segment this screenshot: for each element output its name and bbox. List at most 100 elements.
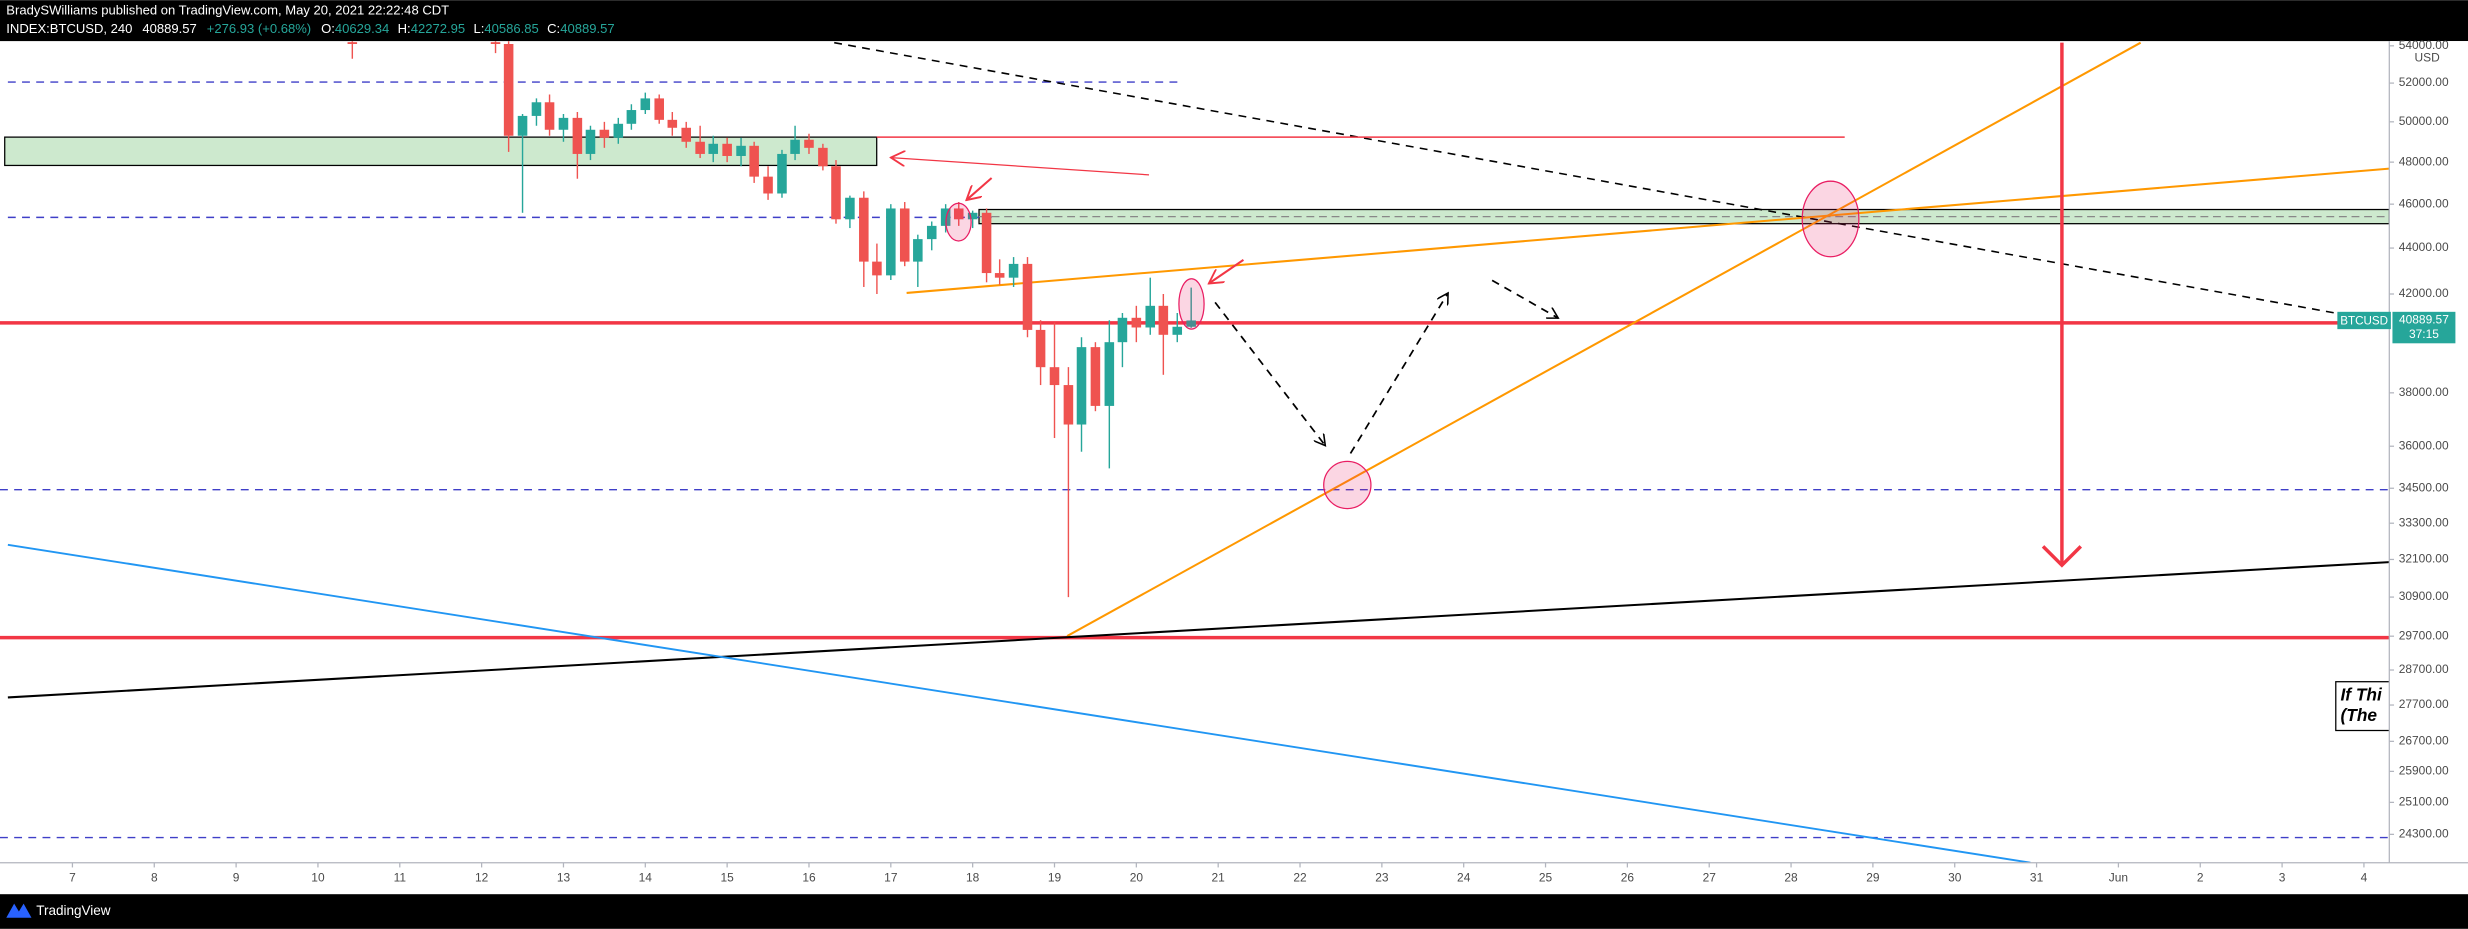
candle-body (818, 147, 828, 167)
x-tick-label: 12 (475, 871, 489, 885)
x-tick-label: 30 (1948, 871, 1962, 885)
x-tick-label: 9 (233, 871, 240, 885)
x-tick-label: 18 (966, 871, 980, 885)
change: +276.93 (+0.68%) (207, 22, 311, 37)
x-tick-label: 29 (1866, 871, 1880, 885)
candle-body (872, 261, 882, 276)
price-tag-price: 40889.57 (2399, 313, 2449, 327)
price-tag-symbol-bg (2337, 311, 2391, 330)
x-tick-label: 25 (1539, 871, 1553, 885)
candle-body (347, 42, 358, 44)
y-tick-label: 38000.00 (2399, 385, 2449, 399)
candle-body (1172, 326, 1183, 335)
ohlc-value: 40629.34 (335, 22, 389, 37)
y-tick-label: 52000.00 (2399, 75, 2449, 89)
candle-body (913, 239, 923, 262)
candle-body (531, 102, 542, 116)
x-tick-label: 14 (639, 871, 653, 885)
ohlc-label: L: (473, 22, 484, 37)
note-box (2335, 681, 2400, 732)
candle-body (1076, 347, 1087, 425)
y-tick-label: 54000.00 (2399, 38, 2449, 52)
candle-body (517, 115, 528, 136)
y-tick-label: 50000.00 (2399, 114, 2449, 128)
path-arrow (1349, 293, 1448, 454)
arrow (891, 158, 1150, 176)
candle-body (490, 42, 501, 44)
x-tick-label: 4 (2361, 871, 2368, 885)
candles (347, 41, 1196, 598)
y-tick-label: 46000.00 (2399, 196, 2449, 210)
price-axis (2389, 41, 2468, 895)
symbol: INDEX:BTCUSD, 240 (6, 22, 132, 37)
ohlc-label: H: (398, 22, 411, 37)
highlight (1323, 460, 1372, 510)
x-tick-label: 17 (884, 871, 898, 885)
y-tick-label: 25900.00 (2399, 764, 2449, 778)
x-tick-label: 10 (311, 871, 325, 885)
y-tick-label: 34500.00 (2399, 480, 2449, 494)
arrow-head (2041, 545, 2083, 568)
candle-body (1186, 320, 1196, 327)
last-price: 40889.57 (142, 22, 196, 37)
y-tick-label: 32100.00 (2399, 552, 2449, 566)
trend-line (7, 561, 2390, 699)
y-tick-label: 30900.00 (2399, 589, 2449, 603)
y-tick-label: 24300.00 (2399, 827, 2449, 841)
price-tag-bg (2392, 311, 2456, 344)
candle-body (845, 197, 855, 220)
x-tick-label: 23 (1375, 871, 1389, 885)
candle-body (613, 123, 624, 138)
highlight (1801, 180, 1860, 258)
candle-body (1022, 263, 1033, 330)
candle-body (558, 117, 569, 130)
candle-body (859, 197, 869, 262)
highlight (1178, 278, 1205, 330)
plot-area (0, 41, 2390, 863)
note-line: (The (2341, 705, 2378, 725)
candle-body (626, 110, 637, 124)
x-tick-label: 8 (151, 871, 158, 885)
candle-body (503, 43, 514, 136)
candle-body (1063, 385, 1074, 425)
candle-body (886, 208, 896, 276)
candle-body (1049, 367, 1060, 386)
currency: USD (2414, 51, 2440, 65)
y-tick-label: 25100.00 (2399, 795, 2449, 809)
x-tick-label: 28 (1784, 871, 1798, 885)
candle-body (831, 166, 841, 220)
x-tick-label: Jun (2109, 871, 2128, 885)
trend-line (906, 167, 2390, 294)
candle-body (899, 208, 910, 262)
ohlc-value: 42272.95 (411, 22, 465, 37)
candle-body (585, 129, 596, 154)
annotations (945, 42, 2083, 568)
highlight (945, 202, 972, 242)
x-tick-label: 7 (69, 871, 76, 885)
ohlc-label: O: (321, 22, 335, 37)
symbol-line: INDEX:BTCUSD, 240 40889.57 +276.93 (+0.6… (6, 22, 614, 37)
y-tick-label: 33300.00 (2399, 515, 2449, 529)
candle-body (1131, 317, 1142, 328)
trend-line (1066, 41, 2142, 637)
x-tick-label: 2 (2197, 871, 2204, 885)
candle-body (763, 176, 773, 194)
x-tick-label: 15 (720, 871, 734, 885)
path-arrow (1214, 301, 1325, 445)
price-tag-symbol: BTCUSD (2340, 314, 2388, 327)
candle-body (994, 273, 1005, 278)
candle-body (1090, 347, 1101, 406)
x-tick-label: 20 (1130, 871, 1144, 885)
candle-body (667, 119, 678, 128)
axes: 54000.00 52000.00 50000.00 48000.00 46000.00… (69, 38, 2449, 885)
candle-body (967, 212, 978, 220)
path-arrow (1491, 279, 1558, 318)
ohlc-label: C: (547, 22, 560, 37)
zone (4, 136, 878, 167)
candle-body (681, 127, 691, 142)
candle-body (926, 225, 937, 240)
candle-body (1145, 305, 1156, 328)
candle-body (953, 208, 964, 220)
y-tick-label: 28700.00 (2399, 662, 2449, 676)
